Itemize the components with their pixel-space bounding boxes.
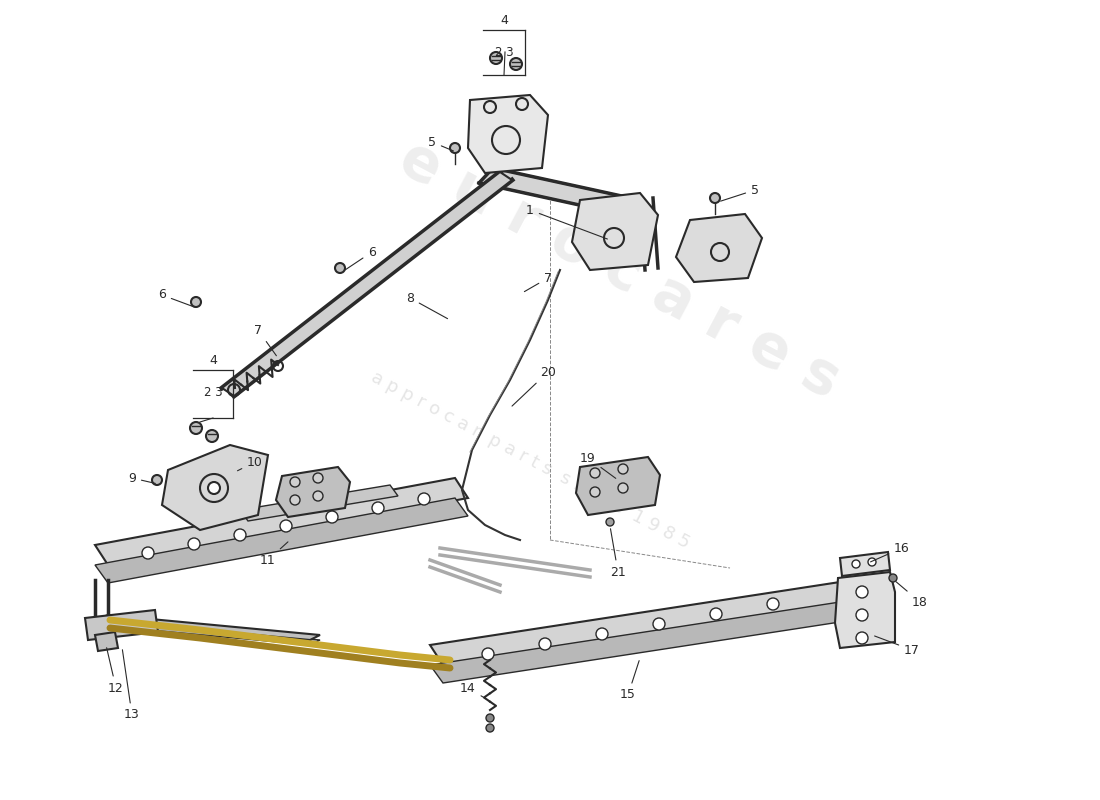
Circle shape (490, 52, 502, 64)
Circle shape (191, 297, 201, 307)
Circle shape (290, 495, 300, 505)
Circle shape (372, 502, 384, 514)
Circle shape (486, 724, 494, 732)
Text: 2 3: 2 3 (204, 386, 222, 398)
Circle shape (142, 547, 154, 559)
Circle shape (482, 648, 494, 660)
Circle shape (280, 520, 292, 532)
Text: 5: 5 (428, 135, 453, 151)
Polygon shape (95, 478, 468, 565)
Text: 16: 16 (870, 542, 910, 562)
Circle shape (510, 58, 522, 70)
Circle shape (418, 493, 430, 505)
Circle shape (326, 511, 338, 523)
Text: 17: 17 (874, 636, 920, 657)
Text: 9: 9 (128, 471, 155, 485)
Polygon shape (95, 632, 118, 651)
Polygon shape (95, 615, 320, 640)
Circle shape (590, 468, 600, 478)
Text: 18: 18 (896, 582, 928, 609)
Circle shape (856, 632, 868, 644)
Circle shape (206, 430, 218, 442)
Text: 7: 7 (254, 323, 276, 356)
Circle shape (486, 714, 494, 722)
Text: 14: 14 (460, 682, 485, 698)
Polygon shape (840, 552, 890, 576)
Text: 12: 12 (107, 648, 124, 694)
Polygon shape (835, 572, 895, 648)
Text: 11: 11 (260, 542, 288, 566)
Text: 1: 1 (526, 203, 607, 239)
Text: 2 3: 2 3 (495, 46, 514, 58)
Circle shape (618, 464, 628, 474)
Circle shape (852, 560, 860, 568)
Circle shape (767, 598, 779, 610)
Text: 4: 4 (209, 354, 217, 366)
Text: 13: 13 (122, 650, 140, 722)
Circle shape (710, 608, 722, 620)
Polygon shape (85, 610, 158, 640)
Polygon shape (162, 445, 268, 530)
Circle shape (889, 574, 896, 582)
Text: 7: 7 (525, 271, 552, 292)
Text: 6: 6 (158, 289, 195, 307)
Text: 20: 20 (512, 366, 556, 406)
Text: 5: 5 (720, 183, 759, 201)
Polygon shape (222, 172, 512, 396)
Text: 19: 19 (580, 451, 616, 478)
Circle shape (152, 475, 162, 485)
Circle shape (590, 487, 600, 497)
Circle shape (290, 477, 300, 487)
Circle shape (208, 482, 220, 494)
Polygon shape (478, 168, 640, 215)
Circle shape (234, 529, 246, 541)
Text: e u r o c a r e s: e u r o c a r e s (390, 130, 850, 410)
Circle shape (856, 586, 868, 598)
Circle shape (868, 558, 876, 566)
Text: 6: 6 (344, 246, 376, 270)
Circle shape (856, 609, 868, 621)
Circle shape (336, 263, 345, 273)
Circle shape (450, 143, 460, 153)
Circle shape (606, 518, 614, 526)
Circle shape (314, 491, 323, 501)
Text: 4: 4 (500, 14, 508, 26)
Text: a p p r o c a r  p a r t s  s i n c e  1 9 8 5: a p p r o c a r p a r t s s i n c e 1 9 … (367, 368, 692, 552)
Circle shape (596, 628, 608, 640)
Circle shape (710, 193, 720, 203)
Polygon shape (95, 620, 320, 645)
Circle shape (539, 638, 551, 650)
Text: 21: 21 (610, 529, 626, 578)
Polygon shape (572, 193, 658, 270)
Polygon shape (676, 214, 762, 282)
Polygon shape (430, 582, 852, 665)
Circle shape (618, 483, 628, 493)
Text: 8: 8 (406, 291, 448, 318)
Text: 15: 15 (620, 661, 639, 702)
Polygon shape (468, 95, 548, 173)
Polygon shape (276, 467, 350, 517)
Circle shape (188, 538, 200, 550)
Polygon shape (430, 602, 852, 683)
Polygon shape (576, 457, 660, 515)
Text: 10: 10 (238, 455, 263, 470)
Polygon shape (95, 498, 468, 583)
Polygon shape (240, 485, 398, 521)
Circle shape (190, 422, 202, 434)
Circle shape (653, 618, 666, 630)
Circle shape (314, 473, 323, 483)
